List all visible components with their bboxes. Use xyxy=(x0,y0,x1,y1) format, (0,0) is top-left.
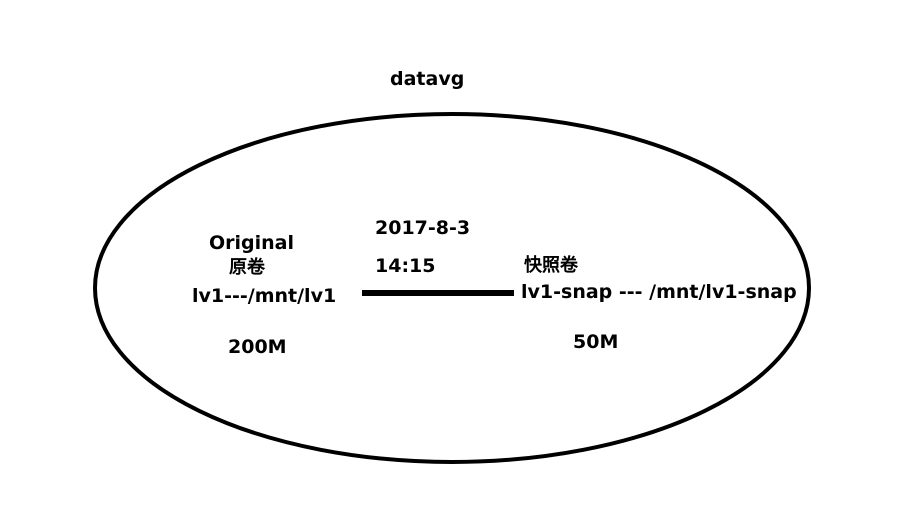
snapshot-mount-path: lv1-snap --- /mnt/lv1-snap xyxy=(521,281,797,303)
snapshot-size: 50M xyxy=(573,331,619,353)
original-label-en: Original xyxy=(209,232,295,254)
volume-group-ellipse xyxy=(93,112,811,464)
snapshot-time: 14:15 xyxy=(375,255,436,277)
snapshot-date: 2017-8-3 xyxy=(375,217,471,239)
snapshot-label-zh: 快照卷 xyxy=(524,255,578,276)
volume-group-name: datavg xyxy=(390,68,465,90)
original-size: 200M xyxy=(228,336,287,358)
original-label-zh: 原卷 xyxy=(229,257,265,278)
original-mount-path: lv1---/mnt/lv1 xyxy=(192,285,337,307)
